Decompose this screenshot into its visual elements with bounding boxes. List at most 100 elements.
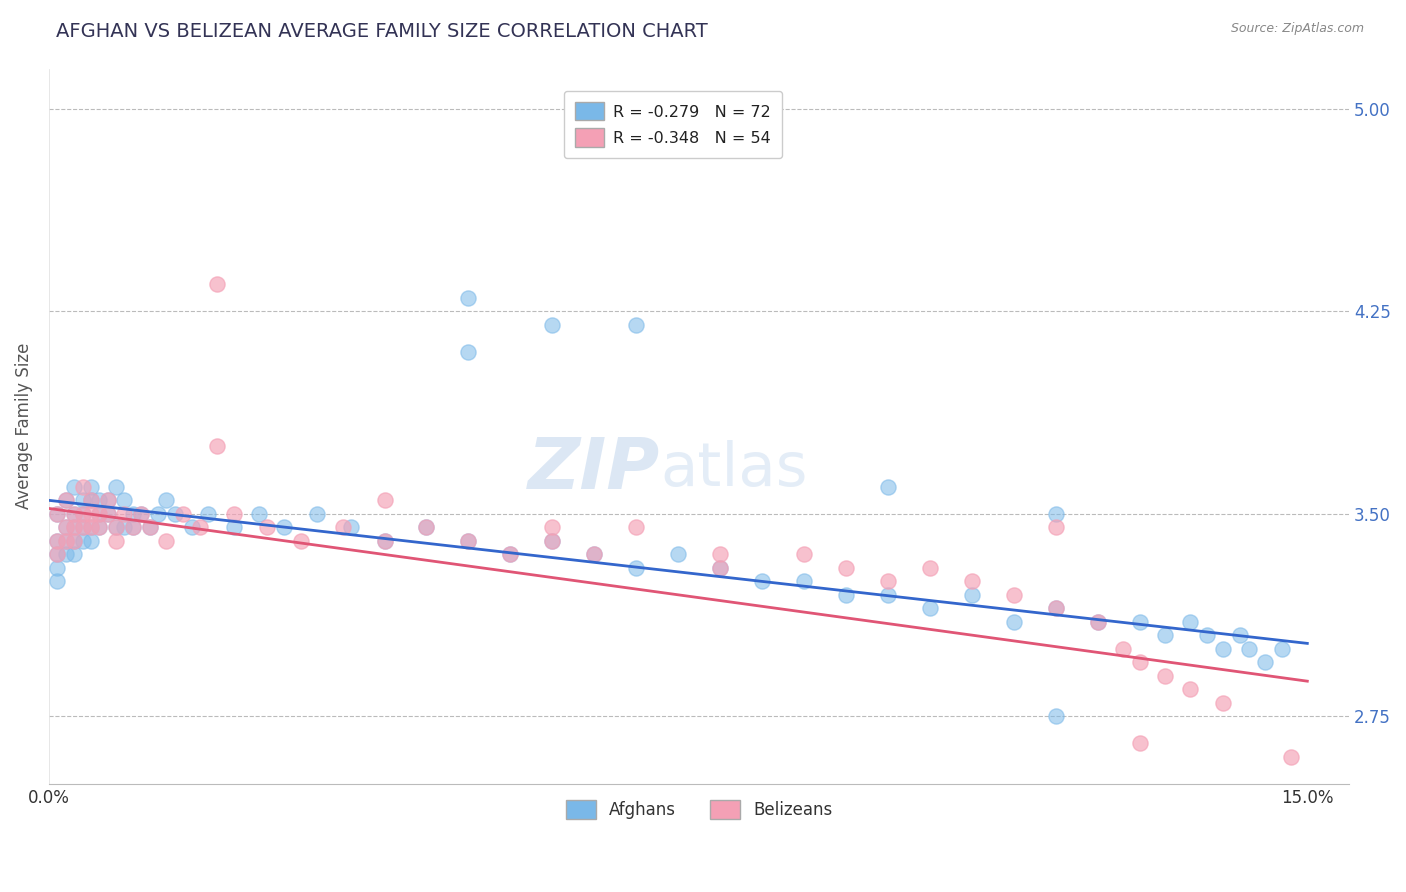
Point — [89, 507, 111, 521]
Point — [1153, 669, 1175, 683]
Point — [155, 533, 177, 548]
Point — [918, 601, 941, 615]
Point — [188, 520, 211, 534]
Point — [63, 507, 86, 521]
Point — [63, 520, 86, 534]
Point — [1229, 628, 1251, 642]
Y-axis label: Average Family Size: Average Family Size — [15, 343, 32, 509]
Point — [114, 493, 136, 508]
Point — [114, 520, 136, 534]
Point — [876, 574, 898, 589]
Point — [793, 547, 815, 561]
Point — [97, 507, 120, 521]
Point — [46, 507, 69, 521]
Point — [541, 533, 564, 548]
Point — [46, 561, 69, 575]
Point — [273, 520, 295, 534]
Point — [55, 493, 77, 508]
Point — [1045, 601, 1067, 615]
Point — [97, 493, 120, 508]
Point — [105, 520, 128, 534]
Point — [835, 561, 858, 575]
Point — [105, 480, 128, 494]
Point — [960, 588, 983, 602]
Point — [1128, 615, 1150, 629]
Point — [1045, 520, 1067, 534]
Point — [247, 507, 270, 521]
Point — [1087, 615, 1109, 629]
Point — [46, 533, 69, 548]
Point — [205, 439, 228, 453]
Point — [129, 507, 152, 521]
Point — [63, 520, 86, 534]
Point — [63, 480, 86, 494]
Point — [55, 533, 77, 548]
Point — [222, 520, 245, 534]
Point — [180, 520, 202, 534]
Point — [80, 520, 103, 534]
Point — [46, 574, 69, 589]
Point — [72, 493, 94, 508]
Point — [1279, 749, 1302, 764]
Point — [457, 291, 479, 305]
Point — [63, 507, 86, 521]
Point — [46, 547, 69, 561]
Point — [55, 533, 77, 548]
Point — [624, 318, 647, 332]
Point — [1045, 709, 1067, 723]
Point — [332, 520, 354, 534]
Point — [1212, 641, 1234, 656]
Point — [1112, 641, 1135, 656]
Point — [835, 588, 858, 602]
Point — [80, 493, 103, 508]
Point — [541, 520, 564, 534]
Point — [666, 547, 689, 561]
Point — [105, 533, 128, 548]
Point — [793, 574, 815, 589]
Point — [583, 547, 606, 561]
Point — [222, 507, 245, 521]
Point — [457, 533, 479, 548]
Point — [583, 547, 606, 561]
Point — [1153, 628, 1175, 642]
Point — [97, 493, 120, 508]
Point — [541, 318, 564, 332]
Point — [1087, 615, 1109, 629]
Point — [55, 547, 77, 561]
Point — [80, 520, 103, 534]
Point — [72, 507, 94, 521]
Point — [256, 520, 278, 534]
Point — [709, 561, 731, 575]
Point — [146, 507, 169, 521]
Point — [876, 588, 898, 602]
Point — [1002, 615, 1025, 629]
Point — [63, 547, 86, 561]
Point — [624, 520, 647, 534]
Point — [89, 493, 111, 508]
Point — [1212, 696, 1234, 710]
Point — [307, 507, 329, 521]
Point — [55, 493, 77, 508]
Point — [121, 520, 143, 534]
Point — [340, 520, 363, 534]
Point — [1271, 641, 1294, 656]
Text: atlas: atlas — [659, 440, 807, 499]
Text: ZIP: ZIP — [527, 434, 659, 504]
Point — [1045, 601, 1067, 615]
Point — [373, 533, 395, 548]
Point — [541, 533, 564, 548]
Point — [129, 507, 152, 521]
Point — [80, 493, 103, 508]
Point — [72, 480, 94, 494]
Point — [918, 561, 941, 575]
Point — [1195, 628, 1218, 642]
Point — [1237, 641, 1260, 656]
Point — [709, 561, 731, 575]
Point — [415, 520, 437, 534]
Point — [205, 277, 228, 292]
Point — [1002, 588, 1025, 602]
Point — [163, 507, 186, 521]
Point — [197, 507, 219, 521]
Point — [290, 533, 312, 548]
Text: AFGHAN VS BELIZEAN AVERAGE FAMILY SIZE CORRELATION CHART: AFGHAN VS BELIZEAN AVERAGE FAMILY SIZE C… — [56, 22, 709, 41]
